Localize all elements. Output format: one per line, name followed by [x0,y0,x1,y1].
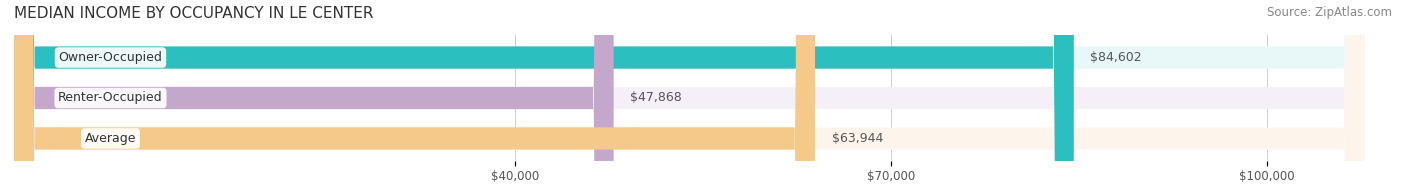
FancyBboxPatch shape [14,0,1364,196]
Text: $63,944: $63,944 [831,132,883,145]
Text: $84,602: $84,602 [1090,51,1142,64]
Text: Average: Average [84,132,136,145]
FancyBboxPatch shape [14,0,1364,196]
FancyBboxPatch shape [14,0,1074,196]
FancyBboxPatch shape [14,0,1364,196]
Text: Owner-Occupied: Owner-Occupied [59,51,163,64]
FancyBboxPatch shape [14,0,815,196]
Text: MEDIAN INCOME BY OCCUPANCY IN LE CENTER: MEDIAN INCOME BY OCCUPANCY IN LE CENTER [14,6,374,21]
Text: Renter-Occupied: Renter-Occupied [58,92,163,104]
Text: $47,868: $47,868 [630,92,682,104]
FancyBboxPatch shape [14,0,613,196]
Text: Source: ZipAtlas.com: Source: ZipAtlas.com [1267,6,1392,19]
